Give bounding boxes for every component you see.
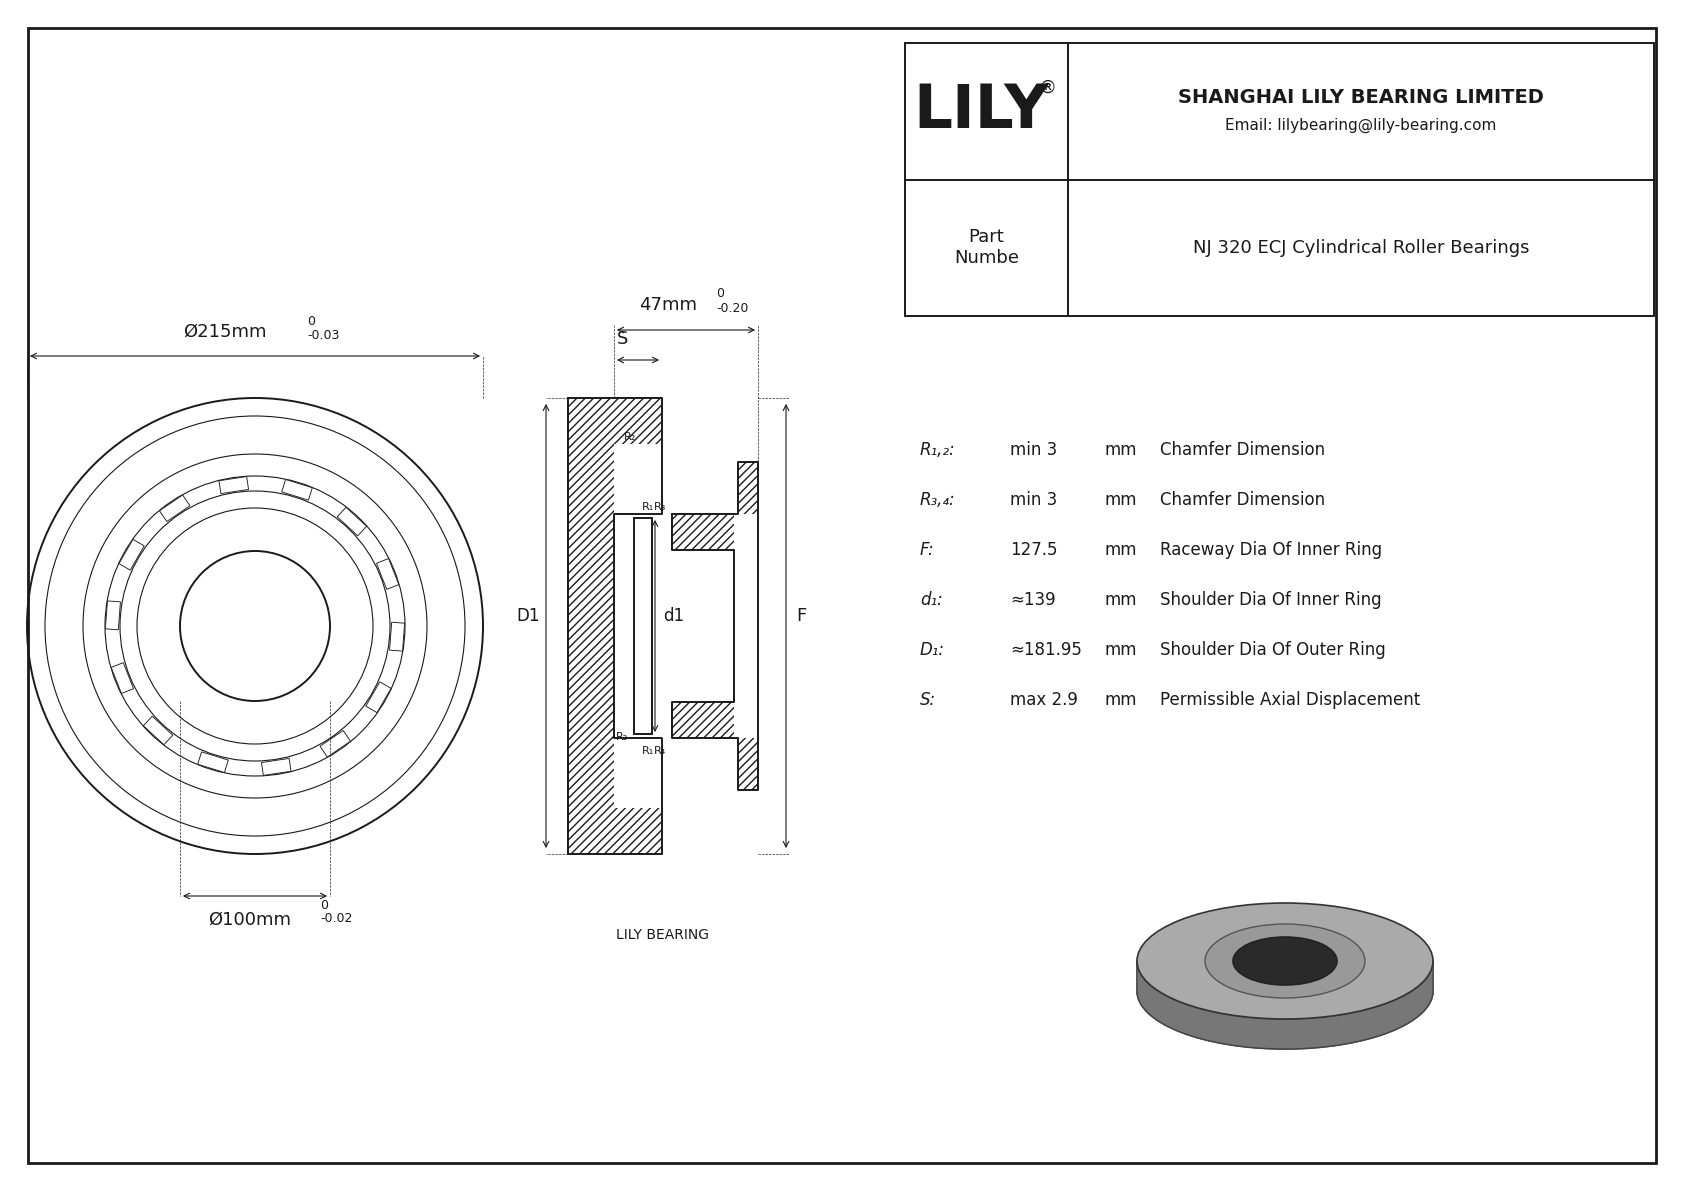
Text: ≈181.95: ≈181.95 bbox=[1010, 641, 1081, 659]
Ellipse shape bbox=[1137, 933, 1433, 1049]
Text: D1: D1 bbox=[517, 607, 541, 625]
Bar bbox=[389, 622, 404, 651]
Bar bbox=[143, 716, 173, 744]
Bar bbox=[377, 559, 399, 590]
Bar bbox=[904, 43, 1654, 316]
Bar bbox=[738, 462, 758, 515]
Text: R₁: R₁ bbox=[642, 501, 655, 512]
Ellipse shape bbox=[1233, 937, 1337, 985]
Bar bbox=[337, 507, 367, 536]
Text: mm: mm bbox=[1105, 541, 1137, 559]
Text: 127.5: 127.5 bbox=[1010, 541, 1058, 559]
Text: -0.02: -0.02 bbox=[320, 912, 352, 925]
Text: R₂: R₂ bbox=[625, 432, 637, 442]
Text: R₂: R₂ bbox=[616, 732, 628, 742]
Text: max 2.9: max 2.9 bbox=[1010, 691, 1078, 709]
Text: Chamfer Dimension: Chamfer Dimension bbox=[1160, 491, 1325, 509]
Text: R₄: R₄ bbox=[653, 746, 667, 756]
Text: mm: mm bbox=[1105, 691, 1137, 709]
Text: LILY BEARING: LILY BEARING bbox=[616, 928, 709, 942]
Bar bbox=[568, 807, 662, 854]
Text: mm: mm bbox=[1105, 641, 1137, 659]
Text: 0: 0 bbox=[306, 314, 315, 328]
Bar bbox=[738, 738, 758, 790]
Text: Email: lilybearing@lily-bearing.com: Email: lilybearing@lily-bearing.com bbox=[1226, 118, 1497, 133]
Text: ≈139: ≈139 bbox=[1010, 591, 1056, 609]
Text: D₁:: D₁: bbox=[919, 641, 945, 659]
Text: mm: mm bbox=[1105, 441, 1137, 459]
Bar bbox=[111, 662, 133, 693]
Bar bbox=[320, 730, 350, 757]
Text: 47mm: 47mm bbox=[638, 297, 697, 314]
Text: 0: 0 bbox=[716, 287, 724, 300]
Text: Raceway Dia Of Inner Ring: Raceway Dia Of Inner Ring bbox=[1160, 541, 1383, 559]
Text: d₁:: d₁: bbox=[919, 591, 943, 609]
Text: S: S bbox=[618, 330, 628, 348]
Text: 0: 0 bbox=[320, 899, 328, 912]
Text: ®: ® bbox=[1039, 79, 1056, 96]
Bar bbox=[672, 701, 734, 738]
Text: mm: mm bbox=[1105, 491, 1137, 509]
Text: F: F bbox=[797, 607, 807, 625]
Text: R₃: R₃ bbox=[653, 501, 667, 512]
Text: R₁: R₁ bbox=[642, 746, 655, 756]
Text: NJ 320 ECJ Cylindrical Roller Bearings: NJ 320 ECJ Cylindrical Roller Bearings bbox=[1192, 238, 1529, 257]
Text: Ø215mm: Ø215mm bbox=[184, 323, 266, 341]
Bar bbox=[568, 398, 662, 444]
Text: Chamfer Dimension: Chamfer Dimension bbox=[1160, 441, 1325, 459]
Text: Ø100mm: Ø100mm bbox=[209, 911, 291, 929]
Bar bbox=[197, 752, 229, 773]
Text: Part
Numbe: Part Numbe bbox=[955, 229, 1019, 267]
Polygon shape bbox=[1137, 961, 1433, 1049]
Bar bbox=[633, 518, 652, 734]
Text: min 3: min 3 bbox=[1010, 441, 1058, 459]
Text: SHANGHAI LILY BEARING LIMITED: SHANGHAI LILY BEARING LIMITED bbox=[1179, 88, 1544, 107]
Ellipse shape bbox=[1137, 903, 1433, 1019]
Bar bbox=[365, 682, 391, 712]
Text: R₁,₂:: R₁,₂: bbox=[919, 441, 955, 459]
Text: Shoulder Dia Of Inner Ring: Shoulder Dia Of Inner Ring bbox=[1160, 591, 1381, 609]
Text: d1: d1 bbox=[663, 607, 684, 625]
Ellipse shape bbox=[1206, 924, 1366, 998]
Text: R₃,₄:: R₃,₄: bbox=[919, 491, 955, 509]
Text: -0.20: -0.20 bbox=[716, 303, 748, 314]
Bar bbox=[106, 601, 121, 630]
Bar bbox=[568, 444, 615, 807]
Text: -0.03: -0.03 bbox=[306, 329, 340, 342]
Bar bbox=[160, 495, 190, 522]
Text: F:: F: bbox=[919, 541, 935, 559]
Text: Shoulder Dia Of Outer Ring: Shoulder Dia Of Outer Ring bbox=[1160, 641, 1386, 659]
Text: min 3: min 3 bbox=[1010, 491, 1058, 509]
Bar bbox=[219, 476, 249, 493]
Bar bbox=[672, 515, 734, 550]
Text: LILY: LILY bbox=[914, 82, 1049, 141]
Bar bbox=[120, 540, 145, 570]
Bar bbox=[281, 480, 312, 500]
Text: S:: S: bbox=[919, 691, 936, 709]
Bar bbox=[261, 759, 291, 775]
Text: Permissible Axial Displacement: Permissible Axial Displacement bbox=[1160, 691, 1420, 709]
Text: mm: mm bbox=[1105, 591, 1137, 609]
